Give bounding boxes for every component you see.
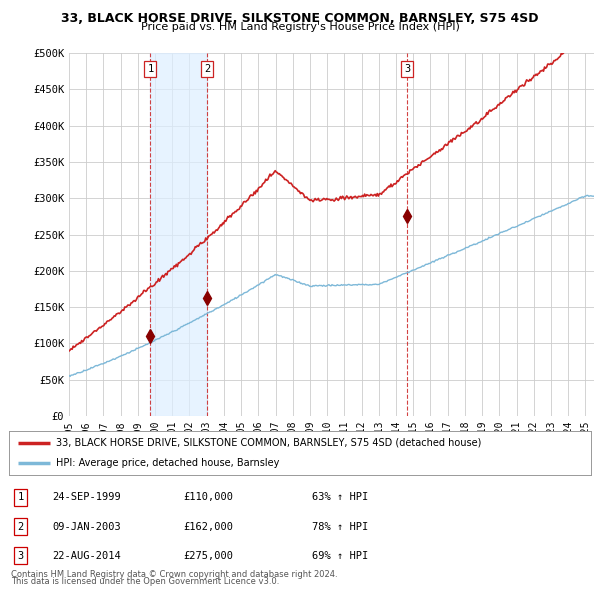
Text: 24-SEP-1999: 24-SEP-1999 <box>53 493 121 502</box>
Text: 33, BLACK HORSE DRIVE, SILKSTONE COMMON, BARNSLEY, S75 4SD: 33, BLACK HORSE DRIVE, SILKSTONE COMMON,… <box>61 12 539 25</box>
Text: 2: 2 <box>204 64 211 74</box>
Text: £110,000: £110,000 <box>184 493 233 502</box>
Text: £275,000: £275,000 <box>184 551 233 560</box>
Text: 3: 3 <box>404 64 410 74</box>
Text: 3: 3 <box>17 551 24 560</box>
Text: 2: 2 <box>17 522 24 532</box>
Text: 33, BLACK HORSE DRIVE, SILKSTONE COMMON, BARNSLEY, S75 4SD (detached house): 33, BLACK HORSE DRIVE, SILKSTONE COMMON,… <box>56 438 481 448</box>
Bar <box>151 53 207 416</box>
Text: 1: 1 <box>147 64 154 74</box>
Text: 1: 1 <box>17 493 24 502</box>
Text: 69% ↑ HPI: 69% ↑ HPI <box>311 551 368 560</box>
Text: £162,000: £162,000 <box>184 522 233 532</box>
Text: Price paid vs. HM Land Registry's House Price Index (HPI): Price paid vs. HM Land Registry's House … <box>140 22 460 32</box>
Text: HPI: Average price, detached house, Barnsley: HPI: Average price, detached house, Barn… <box>56 458 279 468</box>
Text: 22-AUG-2014: 22-AUG-2014 <box>53 551 121 560</box>
Text: Contains HM Land Registry data © Crown copyright and database right 2024.: Contains HM Land Registry data © Crown c… <box>11 570 337 579</box>
Text: 63% ↑ HPI: 63% ↑ HPI <box>311 493 368 502</box>
Text: 78% ↑ HPI: 78% ↑ HPI <box>311 522 368 532</box>
Text: This data is licensed under the Open Government Licence v3.0.: This data is licensed under the Open Gov… <box>11 577 279 586</box>
Text: 09-JAN-2003: 09-JAN-2003 <box>53 522 121 532</box>
